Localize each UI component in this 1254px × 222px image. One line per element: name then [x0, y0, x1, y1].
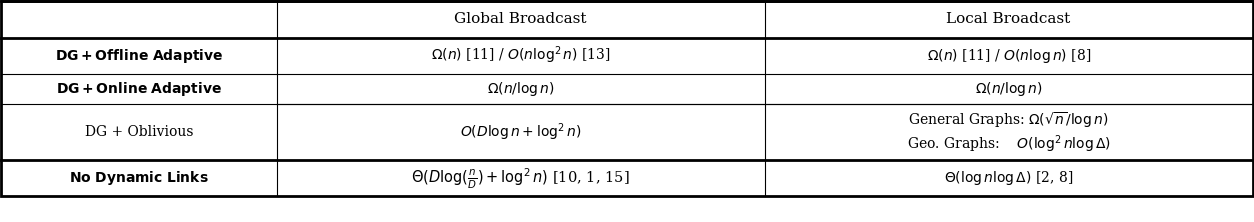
- Text: Local Broadcast: Local Broadcast: [947, 12, 1071, 26]
- Text: $O(D\log n + \log^2 n)$: $O(D\log n + \log^2 n)$: [460, 122, 582, 143]
- Text: $\Theta(D\log(\frac{n}{D})+\log^2 n)$ [10, 1, 15]: $\Theta(D\log(\frac{n}{D})+\log^2 n)$ [1…: [411, 166, 630, 191]
- Text: $\mathbf{No\ Dynamic\ Links}$: $\mathbf{No\ Dynamic\ Links}$: [69, 169, 209, 187]
- Text: $\Omega(n)$ [11] / $O(n\log n)$ [8]: $\Omega(n)$ [11] / $O(n\log n)$ [8]: [927, 47, 1091, 65]
- Text: Geo. Graphs:    $O(\log^2 n\log\Delta)$: Geo. Graphs: $O(\log^2 n\log\Delta)$: [907, 134, 1111, 155]
- Text: General Graphs: $\Omega(\sqrt{n}/\log n)$: General Graphs: $\Omega(\sqrt{n}/\log n)…: [908, 110, 1109, 130]
- Text: $\Omega(n/\log n)$: $\Omega(n/\log n)$: [487, 80, 554, 98]
- Text: $\mathbf{DG + Offline\ Adaptive}$: $\mathbf{DG + Offline\ Adaptive}$: [55, 47, 223, 65]
- Text: $\Theta(\log n\log\Delta)$ [2, 8]: $\Theta(\log n\log\Delta)$ [2, 8]: [944, 169, 1073, 187]
- Bar: [1, 1, 1253, 196]
- Text: Global Broadcast: Global Broadcast: [454, 12, 587, 26]
- Text: $\Omega(n/\log n)$: $\Omega(n/\log n)$: [974, 80, 1042, 98]
- Text: $\mathbf{DG + Online\ Adaptive}$: $\mathbf{DG + Online\ Adaptive}$: [56, 80, 222, 98]
- Text: $\Omega(n)$ [11] / $O(n\log^2 n)$ [13]: $\Omega(n)$ [11] / $O(n\log^2 n)$ [13]: [431, 45, 611, 66]
- Text: DG + Oblivious: DG + Oblivious: [85, 125, 193, 139]
